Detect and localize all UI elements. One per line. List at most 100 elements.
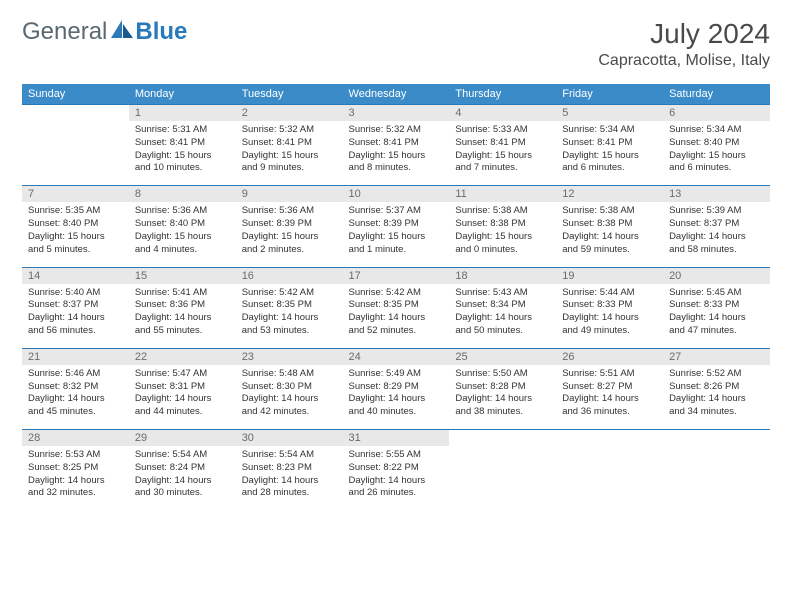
sunrise-text: Sunrise: 5:39 AM bbox=[669, 205, 764, 218]
daylight-text: Daylight: 14 hours and 45 minutes. bbox=[28, 393, 123, 419]
sunrise-text: Sunrise: 5:37 AM bbox=[349, 205, 444, 218]
sunrise-text: Sunrise: 5:52 AM bbox=[669, 368, 764, 381]
date-number-cell: 27 bbox=[663, 348, 770, 365]
date-detail-cell: Sunrise: 5:41 AMSunset: 8:36 PMDaylight:… bbox=[129, 284, 236, 349]
date-number-cell: 18 bbox=[449, 267, 556, 284]
header: General Blue July 2024 Capracotta, Molis… bbox=[22, 18, 770, 70]
daylight-text: Daylight: 14 hours and 34 minutes. bbox=[669, 393, 764, 419]
date-detail-row: Sunrise: 5:46 AMSunset: 8:32 PMDaylight:… bbox=[22, 365, 770, 430]
sunrise-text: Sunrise: 5:49 AM bbox=[349, 368, 444, 381]
logo-sail-icon bbox=[111, 20, 133, 38]
date-detail-cell: Sunrise: 5:53 AMSunset: 8:25 PMDaylight:… bbox=[22, 446, 129, 510]
date-detail-cell: Sunrise: 5:36 AMSunset: 8:39 PMDaylight:… bbox=[236, 202, 343, 267]
sunset-text: Sunset: 8:40 PM bbox=[669, 137, 764, 150]
sunset-text: Sunset: 8:41 PM bbox=[455, 137, 550, 150]
sunrise-text: Sunrise: 5:48 AM bbox=[242, 368, 337, 381]
date-number-cell: 25 bbox=[449, 348, 556, 365]
date-number-cell: 17 bbox=[343, 267, 450, 284]
date-number-cell: 10 bbox=[343, 186, 450, 203]
sunrise-text: Sunrise: 5:32 AM bbox=[349, 124, 444, 137]
sunrise-text: Sunrise: 5:54 AM bbox=[242, 449, 337, 462]
daylight-text: Daylight: 15 hours and 7 minutes. bbox=[455, 150, 550, 176]
daylight-text: Daylight: 14 hours and 32 minutes. bbox=[28, 475, 123, 501]
date-detail-cell bbox=[22, 121, 129, 186]
daylight-text: Daylight: 15 hours and 5 minutes. bbox=[28, 231, 123, 257]
date-detail-row: Sunrise: 5:40 AMSunset: 8:37 PMDaylight:… bbox=[22, 284, 770, 349]
date-number-cell: 26 bbox=[556, 348, 663, 365]
daylight-text: Daylight: 14 hours and 58 minutes. bbox=[669, 231, 764, 257]
date-number-cell: 19 bbox=[556, 267, 663, 284]
date-number-cell: 13 bbox=[663, 186, 770, 203]
date-number-cell: 4 bbox=[449, 105, 556, 122]
date-detail-cell: Sunrise: 5:54 AMSunset: 8:23 PMDaylight:… bbox=[236, 446, 343, 510]
daylight-text: Daylight: 14 hours and 30 minutes. bbox=[135, 475, 230, 501]
date-detail-row: Sunrise: 5:53 AMSunset: 8:25 PMDaylight:… bbox=[22, 446, 770, 510]
daylight-text: Daylight: 14 hours and 40 minutes. bbox=[349, 393, 444, 419]
date-number-cell: 5 bbox=[556, 105, 663, 122]
sunrise-text: Sunrise: 5:46 AM bbox=[28, 368, 123, 381]
sunrise-text: Sunrise: 5:55 AM bbox=[349, 449, 444, 462]
date-detail-cell: Sunrise: 5:54 AMSunset: 8:24 PMDaylight:… bbox=[129, 446, 236, 510]
sunset-text: Sunset: 8:35 PM bbox=[242, 299, 337, 312]
sunset-text: Sunset: 8:23 PM bbox=[242, 462, 337, 475]
date-detail-cell: Sunrise: 5:50 AMSunset: 8:28 PMDaylight:… bbox=[449, 365, 556, 430]
date-number-cell: 2 bbox=[236, 105, 343, 122]
daylight-text: Daylight: 14 hours and 38 minutes. bbox=[455, 393, 550, 419]
sunset-text: Sunset: 8:22 PM bbox=[349, 462, 444, 475]
sunset-text: Sunset: 8:32 PM bbox=[28, 381, 123, 394]
sunrise-text: Sunrise: 5:33 AM bbox=[455, 124, 550, 137]
daylight-text: Daylight: 14 hours and 49 minutes. bbox=[562, 312, 657, 338]
date-number-cell: 20 bbox=[663, 267, 770, 284]
calendar-body: 123456Sunrise: 5:31 AMSunset: 8:41 PMDay… bbox=[22, 105, 770, 511]
sunrise-text: Sunrise: 5:42 AM bbox=[349, 287, 444, 300]
sunset-text: Sunset: 8:41 PM bbox=[562, 137, 657, 150]
logo: General Blue bbox=[22, 18, 187, 46]
sunrise-text: Sunrise: 5:38 AM bbox=[455, 205, 550, 218]
date-detail-cell: Sunrise: 5:33 AMSunset: 8:41 PMDaylight:… bbox=[449, 121, 556, 186]
date-number-row: 14151617181920 bbox=[22, 267, 770, 284]
daylight-text: Daylight: 15 hours and 0 minutes. bbox=[455, 231, 550, 257]
daylight-text: Daylight: 14 hours and 47 minutes. bbox=[669, 312, 764, 338]
sunrise-text: Sunrise: 5:38 AM bbox=[562, 205, 657, 218]
date-number-cell: 9 bbox=[236, 186, 343, 203]
daylight-text: Daylight: 15 hours and 9 minutes. bbox=[242, 150, 337, 176]
logo-text-blue: Blue bbox=[135, 18, 187, 46]
sunrise-text: Sunrise: 5:35 AM bbox=[28, 205, 123, 218]
title-block: July 2024 Capracotta, Molise, Italy bbox=[598, 18, 770, 70]
sunset-text: Sunset: 8:29 PM bbox=[349, 381, 444, 394]
date-detail-cell: Sunrise: 5:36 AMSunset: 8:40 PMDaylight:… bbox=[129, 202, 236, 267]
date-number-row: 28293031 bbox=[22, 430, 770, 447]
day-header-cell: Wednesday bbox=[343, 84, 450, 105]
sunset-text: Sunset: 8:38 PM bbox=[455, 218, 550, 231]
sunset-text: Sunset: 8:33 PM bbox=[669, 299, 764, 312]
sunset-text: Sunset: 8:38 PM bbox=[562, 218, 657, 231]
date-number-cell: 12 bbox=[556, 186, 663, 203]
date-detail-cell bbox=[449, 446, 556, 510]
daylight-text: Daylight: 14 hours and 56 minutes. bbox=[28, 312, 123, 338]
date-detail-cell: Sunrise: 5:47 AMSunset: 8:31 PMDaylight:… bbox=[129, 365, 236, 430]
location: Capracotta, Molise, Italy bbox=[598, 52, 770, 70]
daylight-text: Daylight: 14 hours and 26 minutes. bbox=[349, 475, 444, 501]
date-detail-cell: Sunrise: 5:49 AMSunset: 8:29 PMDaylight:… bbox=[343, 365, 450, 430]
date-detail-cell: Sunrise: 5:40 AMSunset: 8:37 PMDaylight:… bbox=[22, 284, 129, 349]
date-number-row: 78910111213 bbox=[22, 186, 770, 203]
sunset-text: Sunset: 8:35 PM bbox=[349, 299, 444, 312]
date-detail-cell: Sunrise: 5:45 AMSunset: 8:33 PMDaylight:… bbox=[663, 284, 770, 349]
daylight-text: Daylight: 14 hours and 59 minutes. bbox=[562, 231, 657, 257]
day-header-cell: Thursday bbox=[449, 84, 556, 105]
sunrise-text: Sunrise: 5:43 AM bbox=[455, 287, 550, 300]
date-detail-cell: Sunrise: 5:34 AMSunset: 8:41 PMDaylight:… bbox=[556, 121, 663, 186]
date-number-cell bbox=[556, 430, 663, 447]
sunset-text: Sunset: 8:41 PM bbox=[242, 137, 337, 150]
daylight-text: Daylight: 14 hours and 53 minutes. bbox=[242, 312, 337, 338]
date-detail-cell: Sunrise: 5:51 AMSunset: 8:27 PMDaylight:… bbox=[556, 365, 663, 430]
sunrise-text: Sunrise: 5:34 AM bbox=[562, 124, 657, 137]
date-number-cell: 23 bbox=[236, 348, 343, 365]
date-number-cell: 7 bbox=[22, 186, 129, 203]
sunset-text: Sunset: 8:39 PM bbox=[349, 218, 444, 231]
daylight-text: Daylight: 15 hours and 6 minutes. bbox=[669, 150, 764, 176]
sunset-text: Sunset: 8:41 PM bbox=[135, 137, 230, 150]
date-number-cell: 31 bbox=[343, 430, 450, 447]
sunset-text: Sunset: 8:28 PM bbox=[455, 381, 550, 394]
date-number-cell: 3 bbox=[343, 105, 450, 122]
